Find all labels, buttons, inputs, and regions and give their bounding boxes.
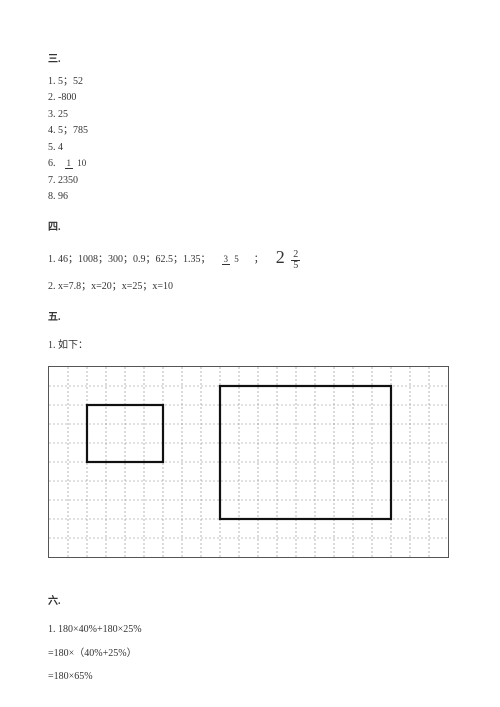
text: 6.: [48, 156, 56, 172]
text: ；: [254, 252, 264, 268]
text: 1. 5；52: [48, 74, 83, 90]
text: 8. 96: [48, 189, 68, 205]
mixed-whole: 2: [276, 247, 285, 267]
text: 2. x=7.8；x=20；x=25；x=10: [48, 279, 173, 295]
section-six-heading: 六.: [48, 594, 452, 610]
fraction-num: 3: [222, 254, 231, 265]
text: 4. 5；785: [48, 123, 88, 139]
fraction-den: 5: [232, 254, 241, 264]
fraction-den: 10: [75, 158, 88, 168]
grid-figure: [48, 366, 449, 558]
text: =180×65%: [48, 669, 93, 685]
three-item-3: 3. 25: [48, 107, 452, 123]
text: 5. 4: [48, 140, 63, 156]
text: 1. 46；1008；300；0.9；62.5；1.35；: [48, 252, 211, 268]
section-five-heading: 五.: [48, 310, 452, 326]
text: 2. -800: [48, 90, 76, 106]
four-line-2: 2. x=7.8；x=20；x=25；x=10: [48, 279, 452, 295]
four-line-1: 1. 46；1008；300；0.9；62.5；1.35； 3 5 ； 2 2 …: [48, 248, 452, 271]
section-three-heading: 三.: [48, 52, 452, 68]
six-line-2: =180×（40%+25%）: [48, 646, 452, 662]
fraction-icon: 3 5: [222, 255, 241, 264]
five-line-1: 1. 如下：: [48, 338, 452, 354]
three-item-4: 4. 5；785: [48, 123, 452, 139]
fraction-icon: 1 10: [65, 159, 89, 168]
six-line-3: =180×65%: [48, 669, 452, 685]
text: 1. 如下：: [48, 338, 88, 354]
text: 1. 180×40%+180×25%: [48, 622, 142, 638]
mixed-number: 2 2 5: [276, 248, 304, 271]
three-item-2: 2. -800: [48, 90, 452, 106]
fraction-den: 5: [291, 261, 300, 271]
three-item-6: 6. 1 10: [48, 156, 452, 172]
text: 7. 2350: [48, 173, 78, 189]
page: 三. 1. 5；52 2. -800 3. 25 4. 5；785 5. 4 6…: [0, 0, 500, 685]
fraction-icon: 2 5: [291, 250, 300, 271]
three-item-7: 7. 2350: [48, 173, 452, 189]
section-four-heading: 四.: [48, 220, 452, 236]
grid-svg: [49, 367, 448, 557]
text: =180×（40%+25%）: [48, 646, 137, 662]
six-line-1: 1. 180×40%+180×25%: [48, 622, 452, 638]
text: 3. 25: [48, 107, 68, 123]
three-item-5: 5. 4: [48, 140, 452, 156]
three-item-1: 1. 5；52: [48, 74, 452, 90]
fraction-num: 1: [65, 158, 74, 169]
three-item-8: 8. 96: [48, 189, 452, 205]
